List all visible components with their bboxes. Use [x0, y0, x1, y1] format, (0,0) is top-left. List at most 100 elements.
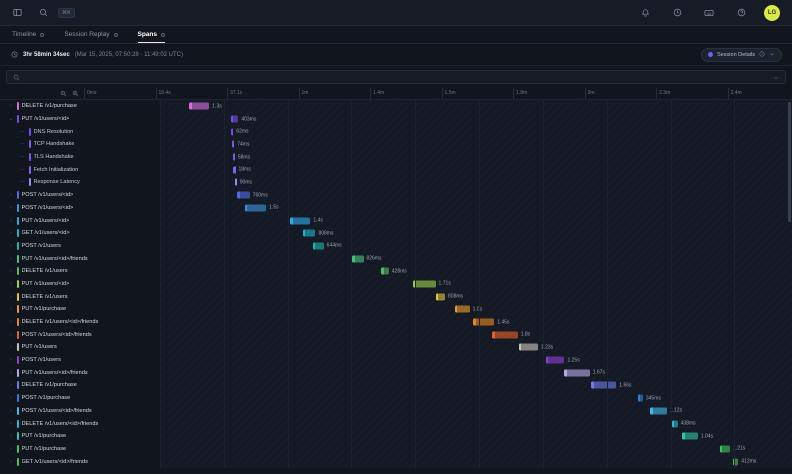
span-bar[interactable]: 74ms: [232, 140, 249, 148]
span-bar[interactable]: 62ms: [230, 128, 249, 136]
table-row[interactable]: ⌄ PUT /v1/users/<id> 403ms: [0, 112, 792, 126]
expand-caret-icon[interactable]: ›: [10, 458, 12, 465]
span-track[interactable]: 412ms: [160, 455, 792, 468]
span-bar[interactable]: 1.04s: [682, 432, 713, 440]
table-row[interactable]: — TLS Handshake 58ms: [0, 150, 792, 164]
span-label-cell[interactable]: › DELETE /v1/users/<id>/friends: [0, 315, 160, 329]
span-track[interactable]: 438ms: [160, 417, 792, 430]
expand-caret-icon[interactable]: ›: [10, 306, 12, 313]
span-bar[interactable]: 18ms: [233, 166, 251, 174]
tab-timeline[interactable]: Timeline: [12, 31, 45, 43]
table-row[interactable]: › DELETE /v1/users 428ms: [0, 264, 792, 278]
span-bar[interactable]: 1.12s: [650, 407, 682, 415]
table-row[interactable]: › DELETE /v1/users/<id>/friends 438ms: [0, 417, 792, 430]
span-bar[interactable]: 1.4s: [290, 217, 323, 225]
table-row[interactable]: › DELETE /v1/purchase 1.66s: [0, 379, 792, 392]
expand-caret-icon[interactable]: ›: [10, 230, 12, 237]
span-bar[interactable]: 826ms: [352, 255, 382, 263]
span-label-cell[interactable]: — Fetch Initialization: [0, 163, 160, 177]
expand-caret-icon[interactable]: ›: [10, 255, 12, 262]
span-label-cell[interactable]: › POST /v1/users/<id>: [0, 188, 160, 202]
span-track[interactable]: 18ms: [160, 163, 792, 176]
span-track[interactable]: 74ms: [160, 138, 792, 151]
expand-caret-icon[interactable]: ›: [10, 445, 12, 452]
span-label-cell[interactable]: — DNS Resolution: [0, 125, 160, 139]
span-bar[interactable]: 1.8s: [492, 331, 530, 339]
span-bar[interactable]: 808ms: [435, 293, 463, 301]
span-track[interactable]: 808ms: [160, 227, 792, 240]
span-bar[interactable]: 412ms: [732, 458, 756, 466]
span-track[interactable]: 1.3s: [160, 100, 792, 113]
span-label-cell[interactable]: › PUT /v1/users/<id>: [0, 214, 160, 227]
span-label-cell[interactable]: — TLS Handshake: [0, 150, 160, 164]
table-row[interactable]: › DELETE /v1/users 808ms: [0, 290, 792, 303]
span-label-cell[interactable]: › PUT /v1/users/<id>/friends: [0, 366, 160, 380]
span-bar[interactable]: 90ms: [234, 178, 252, 186]
span-label-cell[interactable]: › GET /v1/users/<id>/friends: [0, 455, 160, 468]
expand-caret-icon[interactable]: ⌄: [8, 116, 14, 123]
table-row[interactable]: › POST /v1/users/<id> 1.5s: [0, 201, 792, 215]
span-label-cell[interactable]: › DELETE /v1/users: [0, 264, 160, 278]
table-row[interactable]: › PUT /v1/purchase 1.0s: [0, 303, 792, 316]
span-bar[interactable]: 1.71s: [412, 280, 451, 288]
span-bar[interactable]: 438ms: [671, 420, 696, 428]
expand-caret-icon[interactable]: ›: [10, 319, 12, 326]
span-track[interactable]: 1.71s: [160, 278, 792, 291]
span-track[interactable]: 1.66s: [160, 379, 792, 392]
search-input[interactable]: [25, 74, 768, 80]
expand-caret-icon[interactable]: ›: [10, 344, 12, 351]
span-label-cell[interactable]: › PUT /v1/users/<id>/friends: [0, 252, 160, 265]
span-bar[interactable]: 58ms: [232, 153, 250, 161]
table-row[interactable]: › POST /v1/purchase 345ms: [0, 391, 792, 405]
span-label-cell[interactable]: › POST /v1/users: [0, 239, 160, 253]
table-row[interactable]: — Fetch Initialization 18ms: [0, 163, 792, 177]
span-track[interactable]: 1.5s: [160, 202, 792, 215]
tab-spans[interactable]: Spans: [137, 31, 166, 43]
expand-caret-icon[interactable]: ›: [10, 420, 12, 427]
table-row[interactable]: › PUT /v1/purchase 1.04s: [0, 429, 792, 443]
expand-caret-icon[interactable]: ›: [10, 293, 12, 300]
keyboard-icon[interactable]: [700, 4, 718, 22]
table-row[interactable]: › PUT /v1/users 1.23s: [0, 341, 792, 354]
span-track[interactable]: 62ms: [160, 125, 792, 138]
expand-caret-icon[interactable]: ›: [10, 242, 12, 249]
span-label-cell[interactable]: ⌄ PUT /v1/users/<id>: [0, 112, 160, 126]
expand-caret-icon[interactable]: ›: [10, 103, 12, 110]
zoom-in-icon[interactable]: [72, 90, 79, 97]
table-row[interactable]: › GET /v1/users/<id>/friends 412ms: [0, 455, 792, 468]
expand-caret-icon[interactable]: ›: [10, 407, 12, 414]
span-label-cell[interactable]: › PUT /v1/purchase: [0, 429, 160, 443]
span-bar[interactable]: 403ms: [230, 115, 256, 123]
expand-caret-icon[interactable]: ›: [10, 331, 12, 338]
span-track[interactable]: 1.4s: [160, 214, 792, 227]
span-track[interactable]: 826ms: [160, 252, 792, 265]
expand-caret-icon[interactable]: ›: [10, 357, 12, 364]
search-icon[interactable]: [34, 4, 52, 22]
span-track[interactable]: 403ms: [160, 113, 792, 126]
span-label-cell[interactable]: › DELETE /v1/purchase: [0, 379, 160, 392]
span-label-cell[interactable]: › PUT /v1/purchase: [0, 303, 160, 316]
table-row[interactable]: › POST /v1/users/<id>/friends 1.12s: [0, 404, 792, 418]
span-track[interactable]: 1.0s: [160, 303, 792, 316]
span-label-cell[interactable]: › POST /v1/users/<id>/friends: [0, 404, 160, 418]
search-bar[interactable]: [6, 70, 786, 84]
table-row[interactable]: — Response Latency 90ms: [0, 176, 792, 189]
span-track[interactable]: 1.21s: [160, 443, 792, 456]
span-label-cell[interactable]: › POST /v1/users/<id>/friends: [0, 328, 160, 342]
table-row[interactable]: › POST /v1/users/<id>/friends 1.8s: [0, 328, 792, 342]
span-bar[interactable]: 1.25s: [545, 356, 580, 364]
span-label-cell[interactable]: › POST /v1/purchase: [0, 391, 160, 405]
span-label-cell[interactable]: › PUT /v1/users/<id>: [0, 277, 160, 291]
span-bar[interactable]: 1.21s: [719, 445, 745, 453]
span-label-cell[interactable]: › GET /v1/users/<id>: [0, 226, 160, 240]
span-track[interactable]: 1.12s: [160, 405, 792, 418]
ruler-track[interactable]: 0ms 18.4s 37.1s 1m 1.4m 1.5m 1.8m 2m 2.3m 2.4m: [84, 88, 792, 99]
vertical-scrollbar[interactable]: [788, 102, 791, 222]
expand-caret-icon[interactable]: ›: [10, 192, 12, 199]
span-label-cell[interactable]: — TCP Handshake: [0, 138, 160, 151]
expand-caret-icon[interactable]: ›: [10, 268, 12, 275]
span-bar[interactable]: 808ms: [302, 229, 333, 237]
expand-caret-icon[interactable]: ›: [10, 217, 12, 224]
table-row[interactable]: › PUT /v1/purchase 1.21s: [0, 442, 792, 456]
span-label-cell[interactable]: › DELETE /v1/users/<id>/friends: [0, 417, 160, 430]
